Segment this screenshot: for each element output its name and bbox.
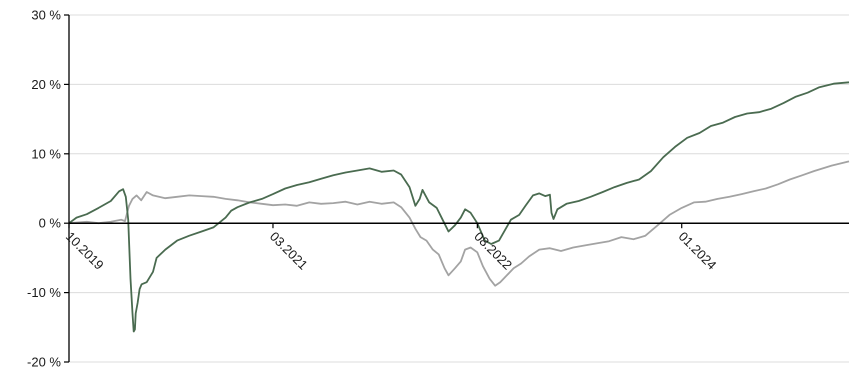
y-tick-label: 30 % (31, 8, 61, 23)
y-tick-label: 0 % (39, 216, 62, 231)
y-tick-label: -20 % (27, 355, 61, 370)
y-tick-label: -10 % (27, 285, 61, 300)
x-tick-label: 08.2022 (471, 229, 515, 273)
series-line-0 (68, 81, 850, 333)
x-tick-label: 03.2021 (267, 229, 311, 273)
series-lines (68, 81, 850, 333)
gridlines (69, 14, 849, 363)
axes (68, 15, 849, 362)
y-axis-ticks: 30 % 20 % 10 % 0 % -10 % -20 % (27, 8, 69, 370)
x-tick-label: 01.2024 (676, 229, 720, 273)
y-tick-label: 10 % (31, 146, 61, 161)
series-line-1 (68, 160, 850, 287)
x-axis-ticks: 10.2019 03.2021 08.2022 01.2024 (63, 223, 720, 273)
y-tick-label: 20 % (31, 77, 61, 92)
